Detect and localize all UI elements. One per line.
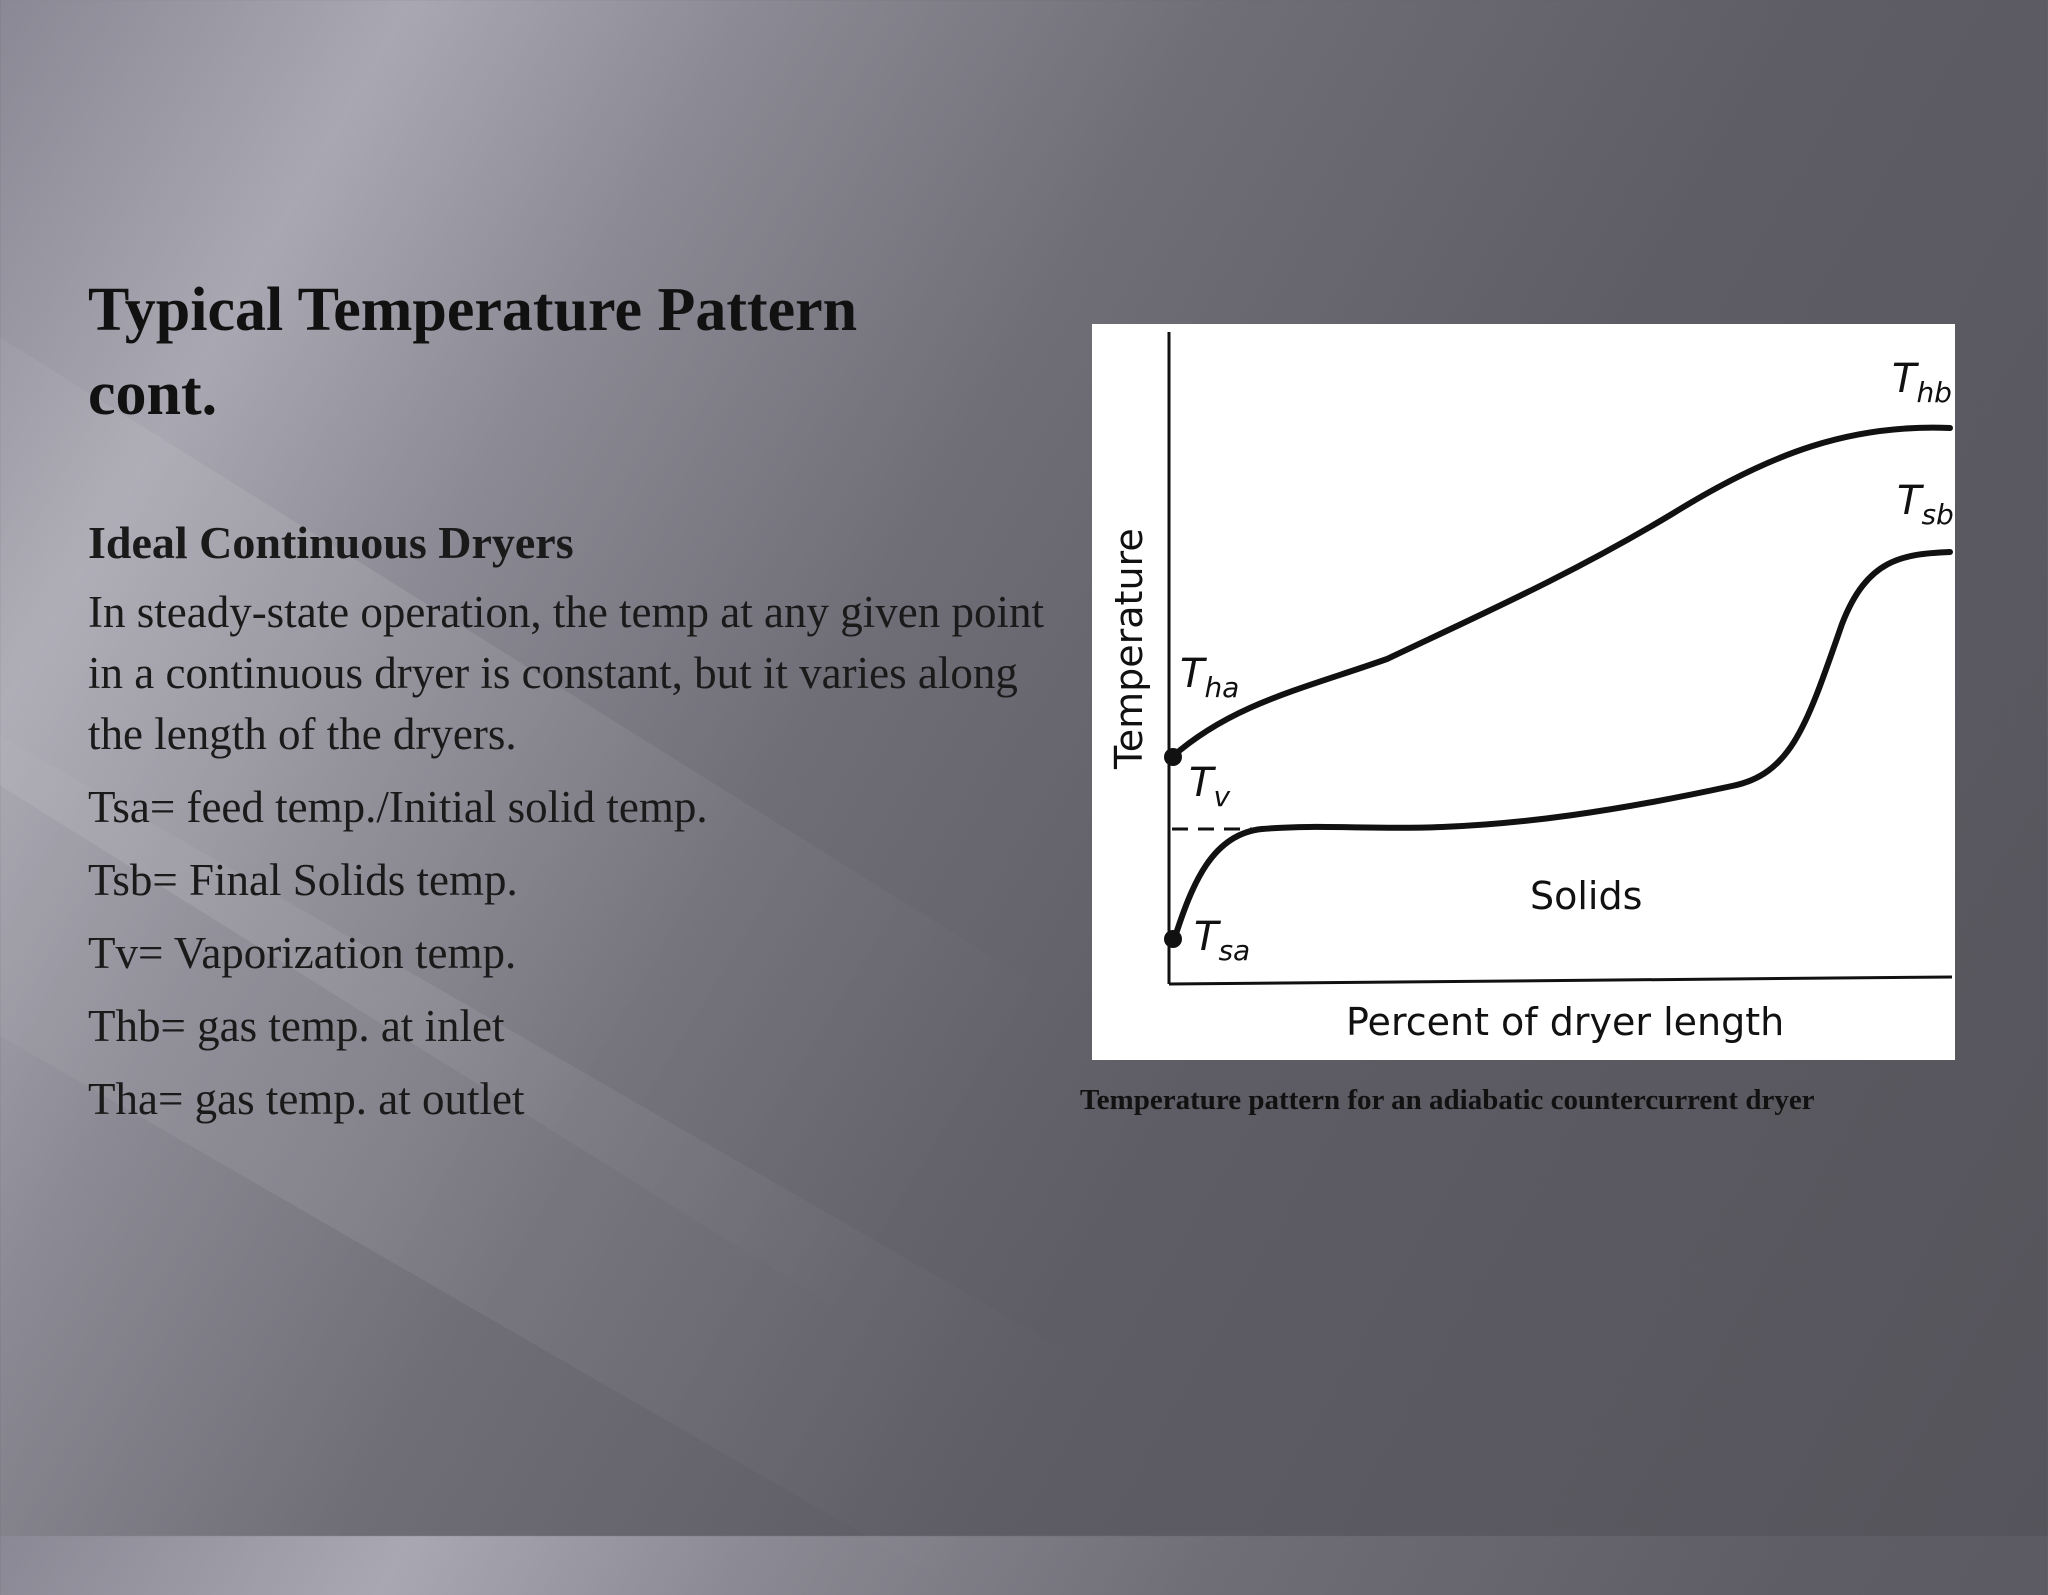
gas-temperature-curve [1169,424,1953,760]
figure-caption: Temperature pattern for an adiabatic cou… [1080,1084,1815,1116]
slide-body: Ideal Continuous Dryers In steady-state … [88,510,1048,1142]
slide-title: Typical Temperature Pattern cont. [88,268,1048,436]
tsa-label: Tsa [1194,914,1250,967]
tv-label: Tv [1189,760,1230,813]
subheading: Ideal Continuous Dryers [88,517,574,568]
x-axis [1168,975,1953,986]
slide-title-line: cont. [88,360,218,428]
body-paragraph: In steady-state operation, the temp at a… [88,587,1044,759]
temperature-diagram: Tha Tv Tsa Thb Tsb Solids Percent of dry… [1107,332,1954,1044]
definition-item: Tha= gas temp. at outlet [88,1074,525,1124]
tsb-label: Tsb [1897,478,1954,531]
tha-point [1164,748,1182,766]
thb-label: Thb [1892,356,1952,409]
temperature-pattern-figure: Tha Tv Tsa Thb Tsb Solids Percent of dry… [1092,324,1955,1060]
tha-label: Tha [1180,651,1239,704]
definition-item: Tsb= Final Solids temp. [88,855,518,905]
solids-label: Solids [1530,874,1642,918]
x-axis-label: Percent of dryer length [1346,1000,1784,1044]
definition-item: Thb= gas temp. at inlet [88,1001,505,1051]
tsa-point [1164,930,1182,948]
definition-item: Tv= Vaporization temp. [88,928,517,978]
definition-item: Tsa= feed temp./Initial solid temp. [88,782,708,832]
y-axis-label: Temperature [1107,528,1151,770]
slide-title-line: Typical Temperature Pattern [88,276,858,344]
